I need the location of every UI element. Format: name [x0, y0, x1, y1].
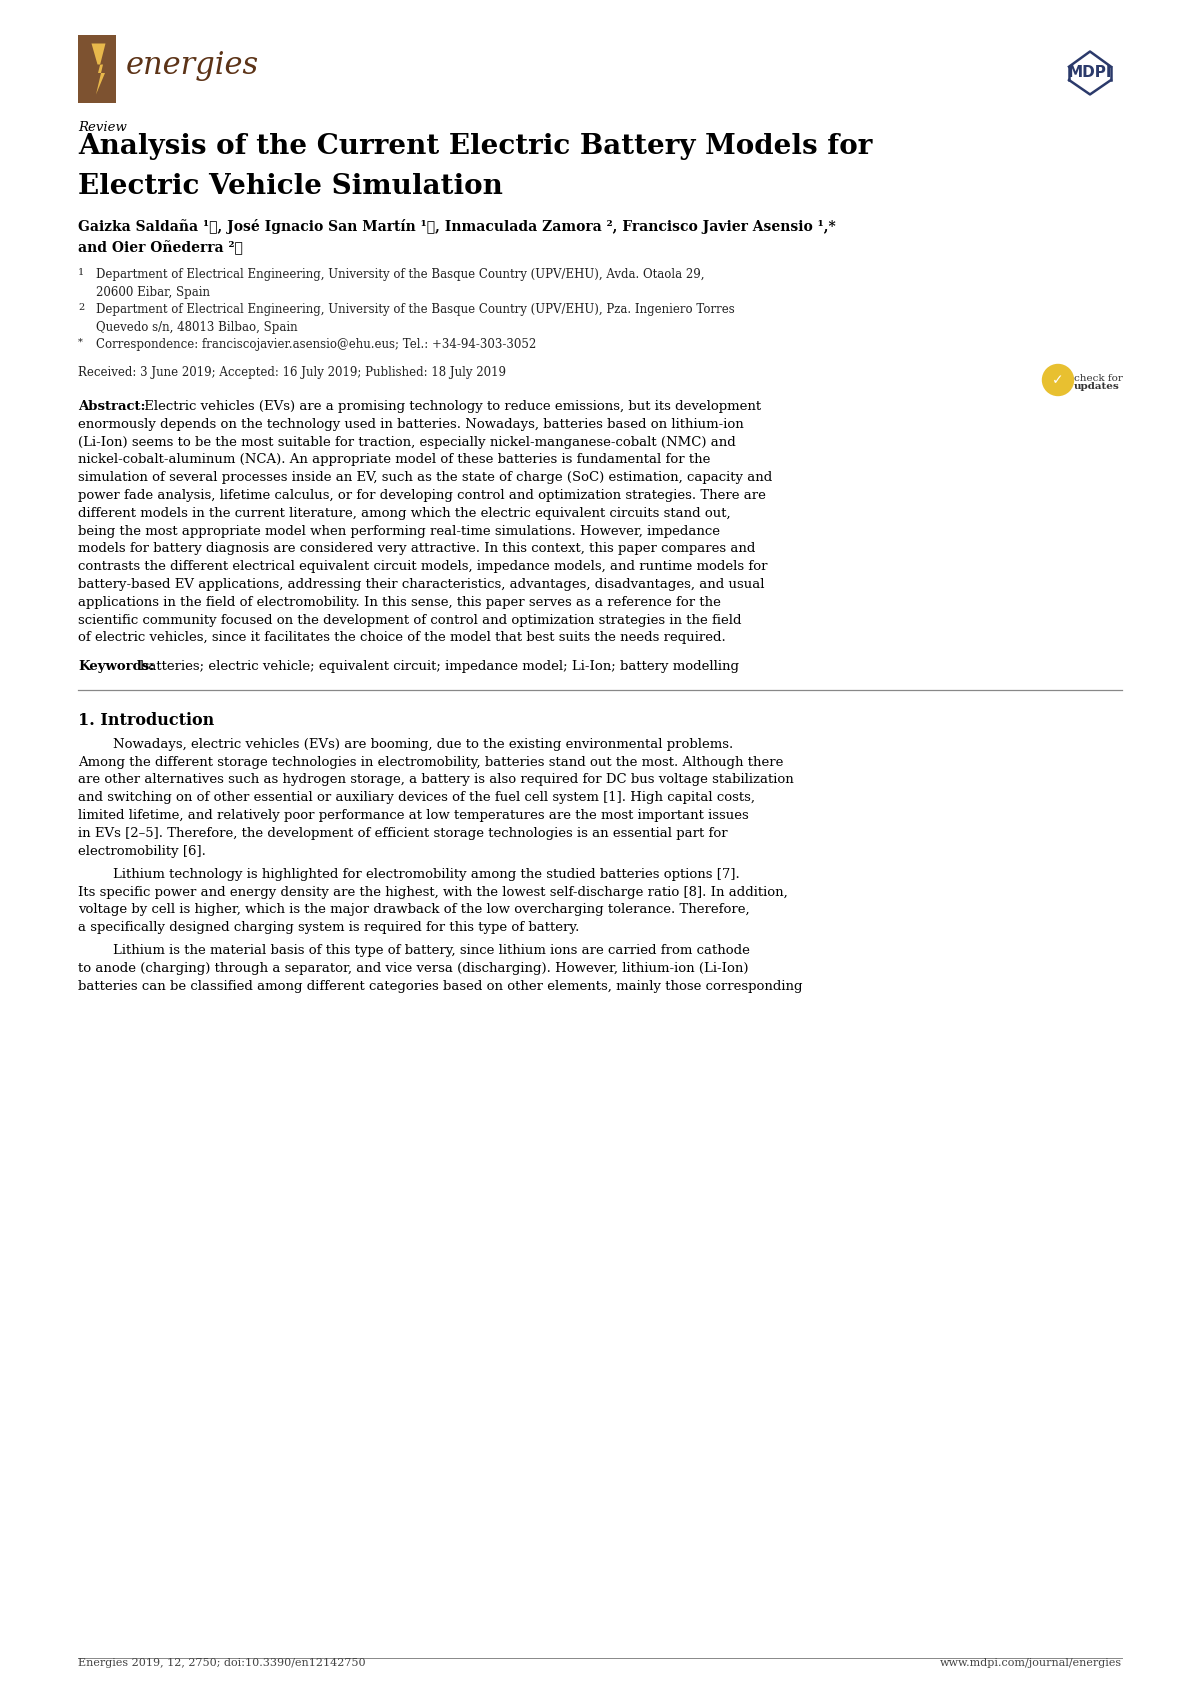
Text: a specifically designed charging system is required for this type of battery.: a specifically designed charging system …	[78, 921, 580, 934]
Text: Its specific power and energy density are the highest, with the lowest self-disc: Its specific power and energy density ar…	[78, 885, 787, 899]
Text: Analysis of the Current Electric Battery Models for: Analysis of the Current Electric Battery…	[78, 132, 872, 159]
Text: 1. Introduction: 1. Introduction	[78, 712, 215, 729]
Text: check for: check for	[1074, 375, 1123, 383]
FancyBboxPatch shape	[78, 36, 116, 103]
Text: simulation of several processes inside an EV, such as the state of charge (SoC) : simulation of several processes inside a…	[78, 471, 773, 483]
Text: batteries; electric vehicle; equivalent circuit; impedance model; Li-Ion; batter: batteries; electric vehicle; equivalent …	[140, 660, 739, 673]
Text: Electric Vehicle Simulation: Electric Vehicle Simulation	[78, 173, 503, 200]
Text: Energies 2019, 12, 2750; doi:10.3390/en12142750: Energies 2019, 12, 2750; doi:10.3390/en1…	[78, 1659, 366, 1667]
Text: Lithium is the material basis of this type of battery, since lithium ions are ca: Lithium is the material basis of this ty…	[113, 945, 750, 957]
Text: *: *	[78, 338, 83, 348]
Text: of electric vehicles, since it facilitates the choice of the model that best sui: of electric vehicles, since it facilitat…	[78, 631, 726, 644]
Text: contrasts the different electrical equivalent circuit models, impedance models, : contrasts the different electrical equiv…	[78, 560, 768, 573]
Text: to anode (charging) through a separator, and vice versa (discharging). However, : to anode (charging) through a separator,…	[78, 962, 749, 975]
Text: Nowadays, electric vehicles (EVs) are booming, due to the existing environmental: Nowadays, electric vehicles (EVs) are bo…	[113, 738, 733, 751]
Text: Electric vehicles (EVs) are a promising technology to reduce emissions, but its : Electric vehicles (EVs) are a promising …	[140, 400, 761, 414]
Text: Quevedo s/n, 48013 Bilbao, Spain: Quevedo s/n, 48013 Bilbao, Spain	[96, 321, 298, 334]
Text: Received: 3 June 2019; Accepted: 16 July 2019; Published: 18 July 2019: Received: 3 June 2019; Accepted: 16 July…	[78, 366, 506, 378]
Text: Department of Electrical Engineering, University of the Basque Country (UPV/EHU): Department of Electrical Engineering, Un…	[96, 304, 734, 315]
Text: www.mdpi.com/journal/energies: www.mdpi.com/journal/energies	[940, 1659, 1122, 1667]
Text: nickel-cobalt-aluminum (NCA). An appropriate model of these batteries is fundame: nickel-cobalt-aluminum (NCA). An appropr…	[78, 453, 710, 466]
Text: 2: 2	[78, 304, 84, 312]
Text: different models in the current literature, among which the electric equivalent : different models in the current literatu…	[78, 507, 731, 519]
Polygon shape	[91, 44, 106, 95]
Text: battery-based EV applications, addressing their characteristics, advantages, dis: battery-based EV applications, addressin…	[78, 578, 764, 590]
Text: are other alternatives such as hydrogen storage, a battery is also required for : are other alternatives such as hydrogen …	[78, 773, 793, 787]
Text: and Oier Oñederra ²ⓘ: and Oier Oñederra ²ⓘ	[78, 241, 242, 254]
Text: enormously depends on the technology used in batteries. Nowadays, batteries base: enormously depends on the technology use…	[78, 417, 744, 431]
Text: in EVs [2–5]. Therefore, the development of efficient storage technologies is an: in EVs [2–5]. Therefore, the development…	[78, 828, 727, 840]
Text: power fade analysis, lifetime calculus, or for developing control and optimizati: power fade analysis, lifetime calculus, …	[78, 488, 766, 502]
Text: Department of Electrical Engineering, University of the Basque Country (UPV/EHU): Department of Electrical Engineering, Un…	[96, 268, 704, 282]
Text: Review: Review	[78, 120, 127, 134]
Text: 1: 1	[78, 268, 84, 276]
Circle shape	[1043, 365, 1074, 395]
Text: MDPI: MDPI	[1068, 64, 1112, 80]
Text: Correspondence: franciscojavier.asensio@ehu.eus; Tel.: +34-94-303-3052: Correspondence: franciscojavier.asensio@…	[96, 338, 536, 351]
Text: updates: updates	[1074, 382, 1120, 392]
Text: applications in the field of electromobility. In this sense, this paper serves a: applications in the field of electromobi…	[78, 595, 721, 609]
Text: voltage by cell is higher, which is the major drawback of the low overcharging t: voltage by cell is higher, which is the …	[78, 904, 750, 916]
Text: models for battery diagnosis are considered very attractive. In this context, th: models for battery diagnosis are conside…	[78, 543, 755, 555]
Text: scientific community focused on the development of control and optimization stra: scientific community focused on the deve…	[78, 614, 742, 626]
Text: (Li-Ion) seems to be the most suitable for traction, especially nickel-manganese: (Li-Ion) seems to be the most suitable f…	[78, 436, 736, 449]
Text: being the most appropriate model when performing real-time simulations. However,: being the most appropriate model when pe…	[78, 524, 720, 538]
Text: Keywords:: Keywords:	[78, 660, 155, 673]
Text: Abstract:: Abstract:	[78, 400, 145, 414]
Text: Gaizka Saldaña ¹ⓘ, José Ignacio San Martín ¹ⓘ, Inmaculada Zamora ², Francisco Ja: Gaizka Saldaña ¹ⓘ, José Ignacio San Mart…	[78, 219, 835, 234]
Text: Among the different storage technologies in electromobility, batteries stand out: Among the different storage technologies…	[78, 756, 784, 768]
Text: Lithium technology is highlighted for electromobility among the studied batterie: Lithium technology is highlighted for el…	[113, 868, 739, 880]
Text: ✓: ✓	[1052, 373, 1064, 387]
Text: and switching on of other essential or auxiliary devices of the fuel cell system: and switching on of other essential or a…	[78, 792, 755, 804]
Text: 20600 Eibar, Spain: 20600 Eibar, Spain	[96, 285, 210, 298]
Text: limited lifetime, and relatively poor performance at low temperatures are the mo: limited lifetime, and relatively poor pe…	[78, 809, 749, 823]
Text: energies: energies	[126, 51, 259, 81]
Text: electromobility [6].: electromobility [6].	[78, 845, 206, 858]
Text: batteries can be classified among different categories based on other elements, : batteries can be classified among differ…	[78, 980, 803, 992]
